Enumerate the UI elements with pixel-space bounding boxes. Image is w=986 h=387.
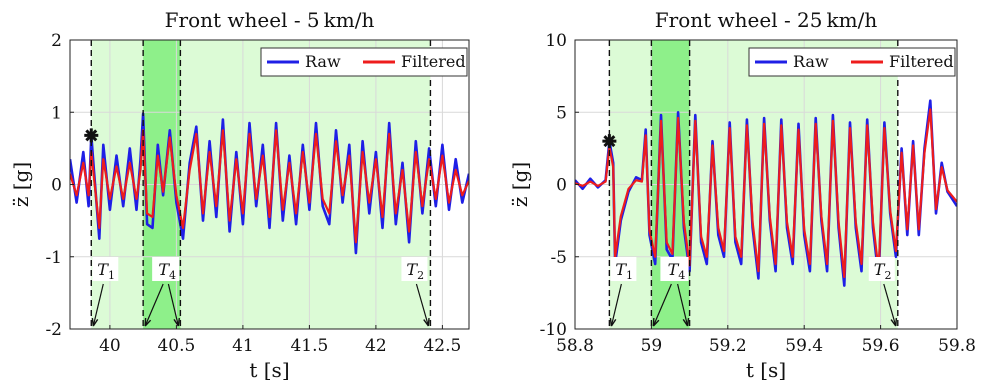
- x-axis-label: t [s]: [249, 358, 289, 382]
- y-axis-label: z̈ [g]: [9, 162, 33, 207]
- chart-title: Front wheel - 25 km/h: [655, 8, 878, 32]
- x-tick-label: 59.2: [709, 336, 747, 356]
- marker-label-t1: T1: [91, 257, 119, 327]
- peak-marker: [84, 128, 99, 143]
- y-tick-label: 0: [556, 176, 567, 196]
- series-line-filtered: [70, 129, 469, 244]
- x-tick-label: 41.5: [290, 336, 328, 356]
- x-tick-label: 40.5: [157, 336, 195, 356]
- svg-text:T4: T4: [158, 260, 176, 282]
- series-line-filtered: [575, 108, 957, 279]
- y-tick-label: -5: [550, 248, 567, 268]
- x-tick-label: 59: [641, 336, 663, 356]
- marker-label-t1: T1: [609, 257, 637, 327]
- chart-title: Front wheel - 5 km/h: [165, 8, 375, 32]
- x-tick-label: 40: [99, 336, 121, 356]
- x-tick-label: 58.8: [556, 336, 594, 356]
- marker-label-t2: T2: [401, 257, 430, 327]
- y-axis-label: z̈ [g]: [508, 162, 532, 207]
- x-axis-label: t [s]: [746, 358, 786, 382]
- svg-text:T1: T1: [615, 260, 633, 282]
- legend-label-filtered: Filtered: [889, 52, 954, 71]
- y-tick-label: -2: [45, 320, 62, 340]
- svg-text:T4: T4: [668, 260, 686, 282]
- x-tick-label: 59.8: [938, 336, 976, 356]
- x-tick-label: 42.5: [423, 336, 461, 356]
- x-tick-label: 42: [365, 336, 387, 356]
- y-tick-label: 5: [556, 103, 567, 123]
- svg-text:T1: T1: [97, 260, 115, 282]
- legend-label-raw: Raw: [305, 52, 341, 71]
- marker-label-t4: T4: [153, 257, 181, 327]
- y-tick-label: 1: [51, 103, 62, 123]
- y-tick-label: 10: [545, 31, 567, 51]
- x-tick-label: 59.4: [785, 336, 823, 356]
- legend: Raw Filtered: [260, 47, 468, 77]
- x-tick-label: 41: [232, 336, 254, 356]
- y-tick-label: 2: [51, 31, 62, 51]
- chart-panel-1: 40 40.5 41 41.5 42 42.5 -2 -1 0 1 2 Front wheel - 5…: [9, 8, 470, 382]
- y-tick-label: 0: [51, 176, 62, 196]
- y-tick-label: -10: [540, 320, 567, 340]
- legend-label-filtered: Filtered: [401, 52, 466, 71]
- peak-marker: [602, 134, 617, 149]
- marker-label-t2: T2: [868, 257, 898, 327]
- chart-panel-2: 58.8 59 59.2 59.4 59.6 59.8 -10 -5 0 5 10 Front whe…: [508, 8, 976, 382]
- legend: Raw Filtered: [748, 47, 956, 77]
- marker-label-t4: T4: [662, 257, 690, 327]
- x-tick-label: 59.6: [862, 336, 900, 356]
- svg-text:T2: T2: [406, 260, 424, 282]
- legend-label-raw: Raw: [793, 52, 829, 71]
- y-tick-label: -1: [45, 248, 62, 268]
- svg-text:T2: T2: [874, 260, 892, 282]
